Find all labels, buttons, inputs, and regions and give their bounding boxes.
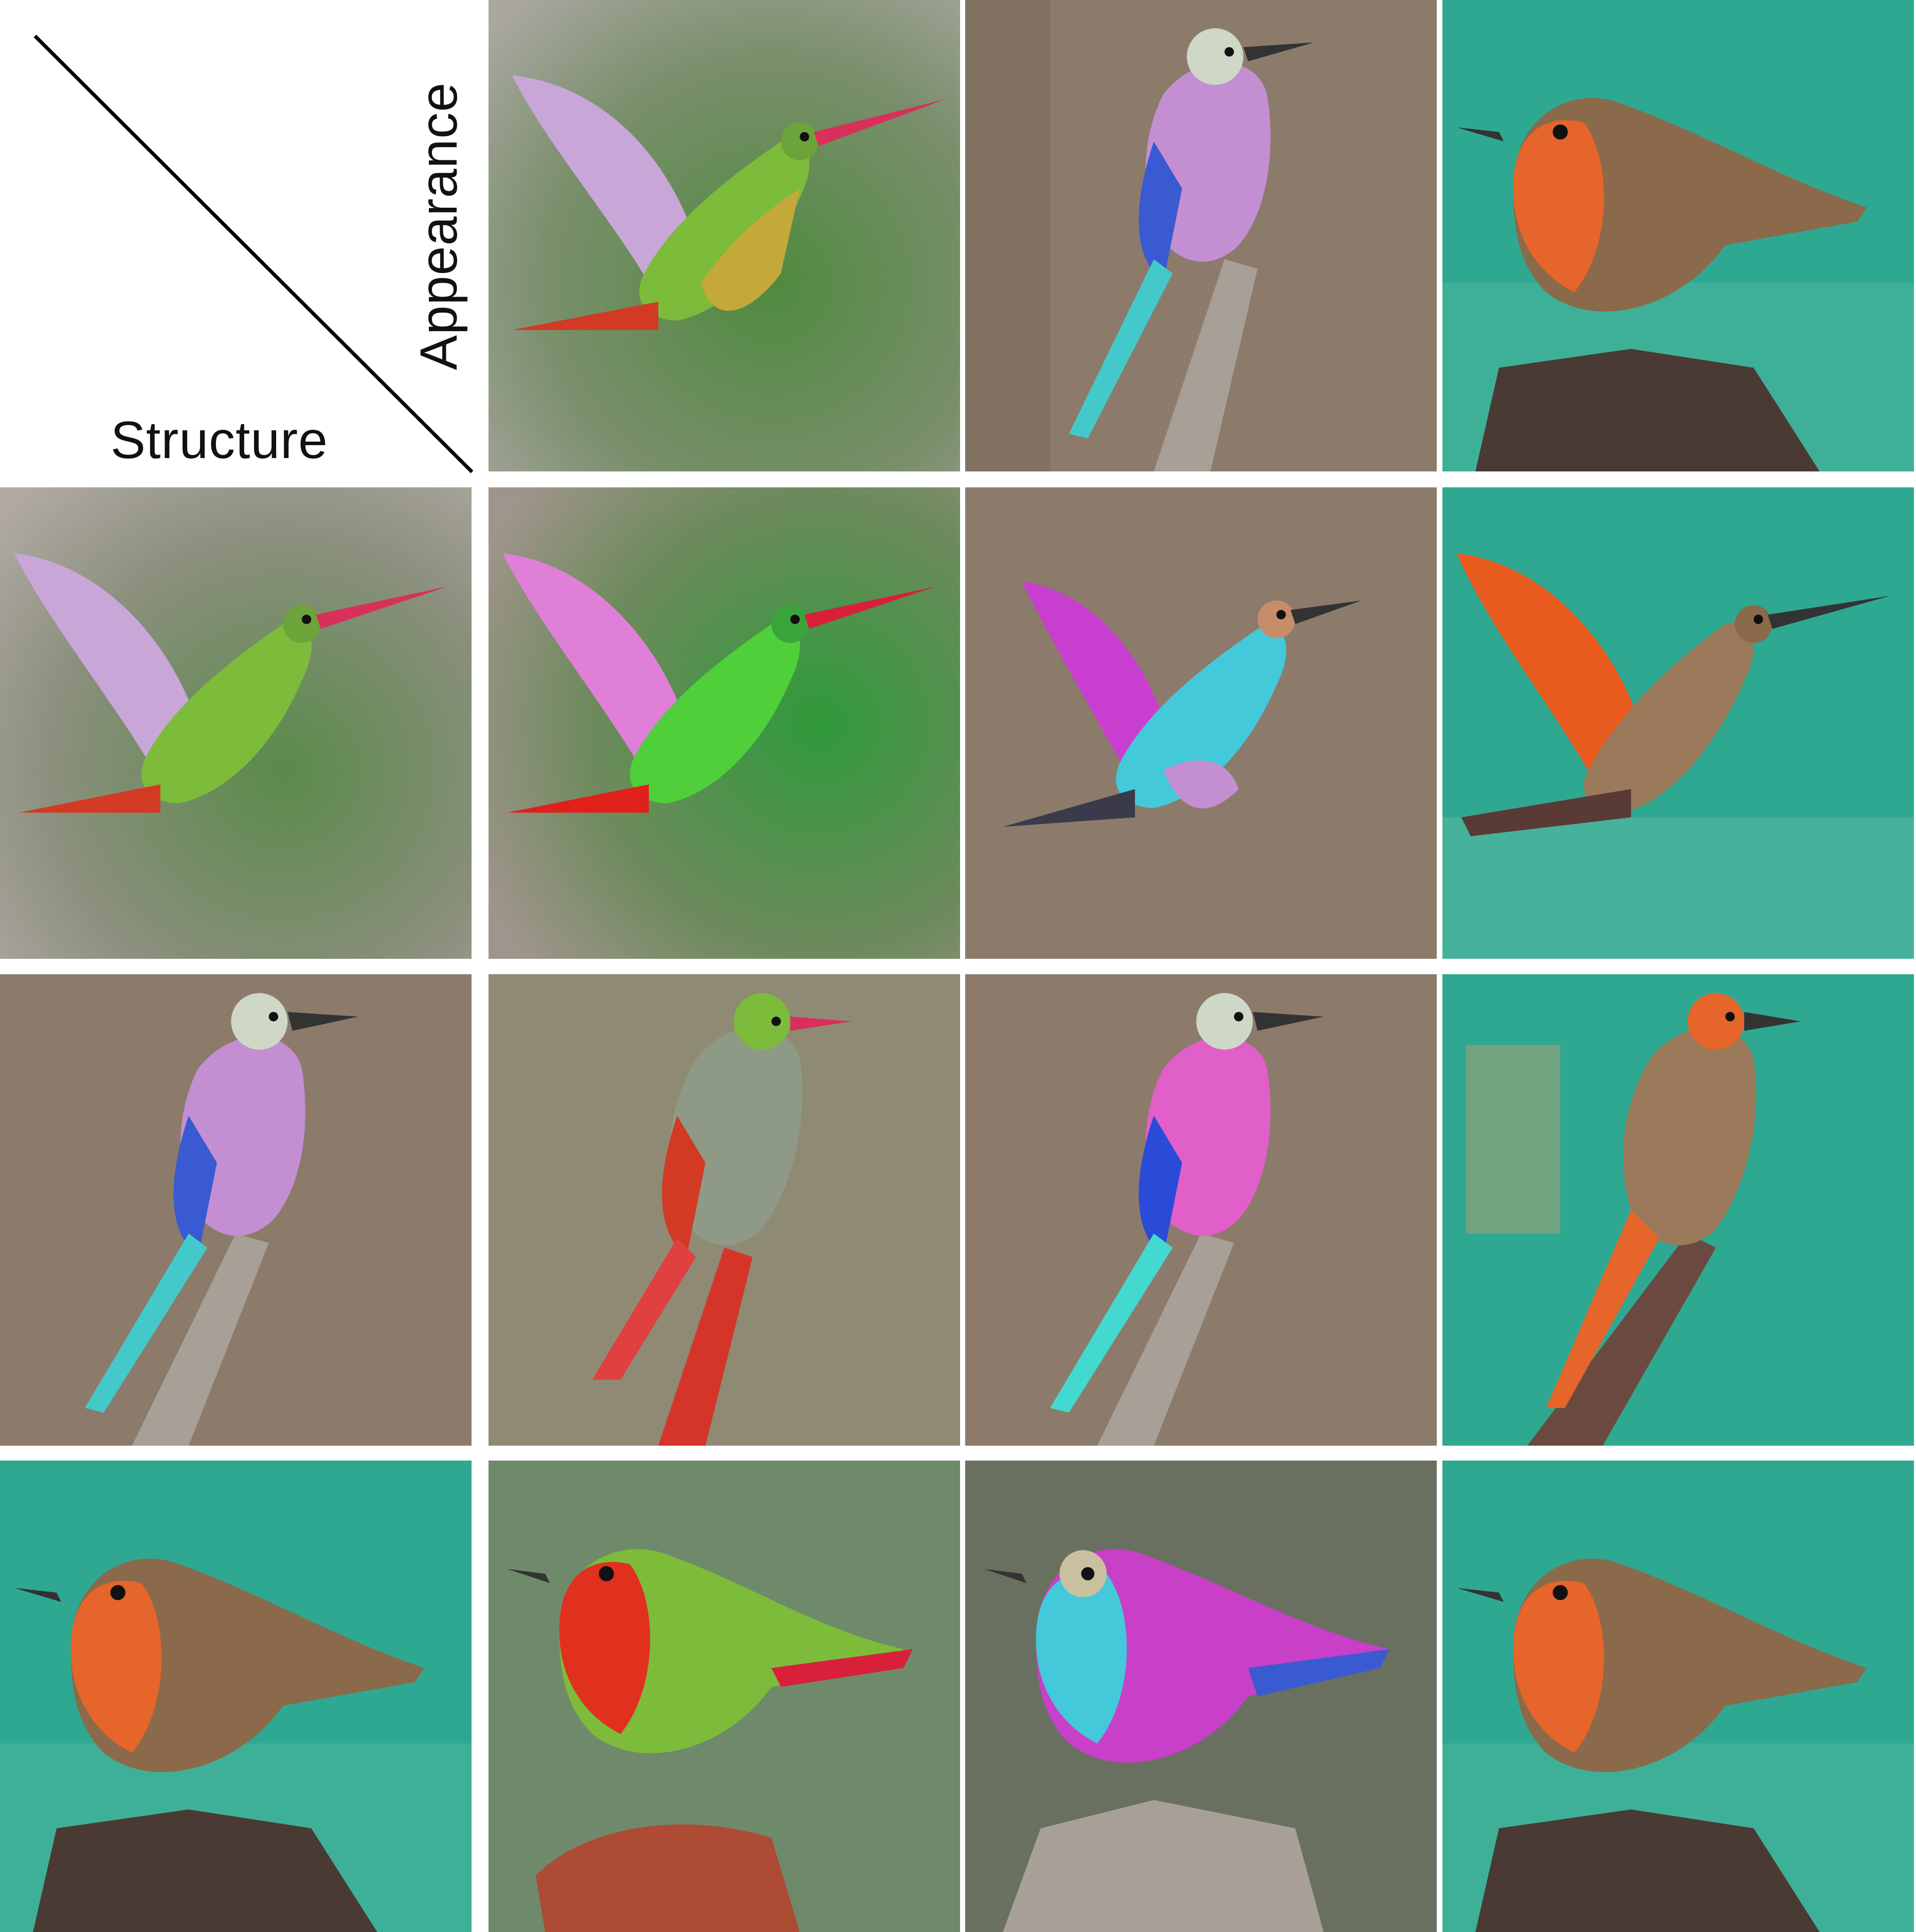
- result-roller-by-roller: [965, 974, 1437, 1446]
- result-robin-by-roller: [965, 1461, 1437, 1932]
- result-hummingbird-by-hummingbird: [489, 487, 960, 959]
- result-hummingbird-by-roller: [965, 487, 1437, 959]
- result-hummingbird-by-robin: [1442, 487, 1914, 959]
- result-roller-by-hummingbird: [489, 974, 960, 1446]
- appearance-label: Appearance: [409, 82, 468, 370]
- structure-label: Structure: [111, 411, 328, 469]
- structure-image-hummingbird: [0, 487, 472, 959]
- appearance-image-roller: [965, 0, 1437, 471]
- structure-image-robin: [0, 1461, 472, 1932]
- result-robin-by-robin: [1442, 1461, 1914, 1932]
- result-roller-by-robin: [1442, 974, 1914, 1446]
- appearance-image-hummingbird: [489, 0, 960, 471]
- appearance-image-robin: [1442, 0, 1914, 471]
- structure-image-roller: [0, 974, 472, 1446]
- result-robin-by-hummingbird: [489, 1461, 960, 1932]
- corner-diagonal: [33, 34, 474, 473]
